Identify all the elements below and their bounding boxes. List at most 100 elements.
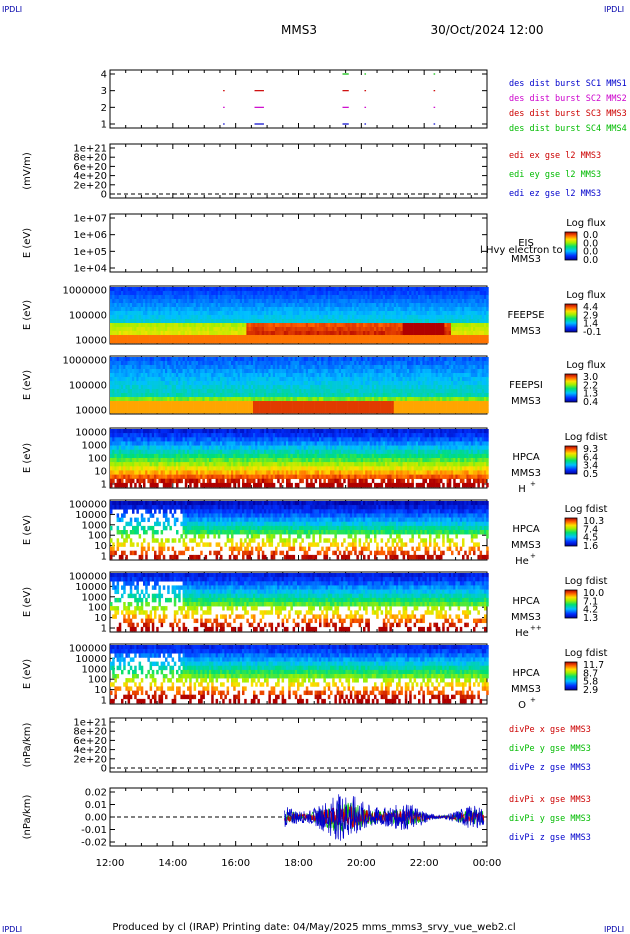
heatmap-cell <box>266 369 269 374</box>
heatmap-cell <box>211 377 214 382</box>
heatmap-cell <box>360 409 364 414</box>
heatmap-cell <box>378 409 381 414</box>
heatmap-cell <box>209 307 212 312</box>
heatmap-cell <box>151 365 155 370</box>
heatmap-cell <box>479 287 483 292</box>
heatmap-cell <box>336 393 340 398</box>
heatmap-cell <box>385 323 388 328</box>
heatmap-cell <box>189 331 192 336</box>
heatmap-cell <box>303 369 307 374</box>
heatmap-cell <box>283 307 287 312</box>
heatmap-cell <box>121 365 124 370</box>
heatmap-cell <box>349 369 353 374</box>
heatmap-cell <box>402 377 406 382</box>
heatmap-cell <box>160 397 164 402</box>
heatmap-cell <box>224 385 227 390</box>
heatmap-cell <box>268 311 271 316</box>
heatmap-cell <box>147 303 150 308</box>
heatmap-cell <box>453 291 456 296</box>
heatmap-cell <box>182 381 186 386</box>
heatmap-cell <box>255 303 258 308</box>
heatmap-cell <box>473 287 476 292</box>
heatmap-cell <box>356 323 359 328</box>
heatmap-cell <box>312 323 315 328</box>
heatmap-cell <box>169 303 172 308</box>
heatmap-cell <box>437 405 441 410</box>
heatmap-cell <box>202 385 205 390</box>
heatmap-cell <box>121 357 124 362</box>
heatmap-cell <box>321 299 324 304</box>
heatmap-cell <box>215 323 219 328</box>
heatmap-cell <box>411 303 414 308</box>
heatmap-cell <box>336 389 340 394</box>
heatmap-cell <box>418 335 421 340</box>
heatmap-cell <box>118 397 122 402</box>
heatmap-cell <box>404 401 408 406</box>
heatmap-cell <box>446 397 450 402</box>
heatmap-cell <box>323 393 326 398</box>
heatmap-cell <box>385 389 388 394</box>
heatmap-cell <box>160 405 164 410</box>
heatmap-cell <box>308 339 311 344</box>
heatmap-cell <box>112 327 115 332</box>
heatmap-cell <box>422 311 425 316</box>
heatmap-cell <box>451 393 454 398</box>
heatmap-cell <box>389 327 392 332</box>
heatmap-cell <box>352 319 355 324</box>
heatmap-cell <box>250 331 254 336</box>
heatmap-cell <box>389 389 392 394</box>
heatmap-cell <box>374 389 377 394</box>
heatmap-cell <box>264 339 267 344</box>
heatmap-cell <box>123 389 126 394</box>
heatmap-cell <box>220 373 223 378</box>
heatmap-cell <box>257 307 260 312</box>
heatmap-cell <box>235 335 238 340</box>
heatmap-cell <box>288 339 291 344</box>
heatmap-cell <box>301 389 304 394</box>
heatmap-cell <box>242 331 245 336</box>
heatmap-cell <box>354 339 357 344</box>
heatmap-cell <box>132 381 135 386</box>
heatmap-cell <box>288 307 291 312</box>
heatmap-cell <box>151 409 155 414</box>
heatmap-cell <box>129 401 133 406</box>
heatmap-cell <box>129 373 133 378</box>
heatmap-cell <box>129 409 133 414</box>
heatmap-cell <box>376 323 379 328</box>
heatmap-cell <box>369 369 373 374</box>
heatmap-cell <box>464 331 467 336</box>
heatmap-cell <box>244 373 247 378</box>
heatmap-cell <box>242 385 245 390</box>
heatmap-cell <box>270 299 274 304</box>
heatmap-cell <box>268 385 271 390</box>
heatmap-cell <box>275 287 278 292</box>
heatmap-cell <box>308 365 311 370</box>
heatmap-cell <box>459 303 463 308</box>
heatmap-cell <box>433 369 436 374</box>
heatmap-cell <box>244 393 247 398</box>
heatmap-cell <box>294 369 298 374</box>
heatmap-cell <box>217 295 221 300</box>
heatmap-cell <box>376 369 379 374</box>
heatmap-cell <box>288 357 291 362</box>
heatmap-cell <box>316 295 320 300</box>
heatmap-cell <box>411 381 414 386</box>
heatmap-cell <box>484 287 487 292</box>
heatmap-cell <box>180 303 183 308</box>
heatmap-cell <box>242 389 245 394</box>
heatmap-cell <box>132 373 135 378</box>
heatmap-cell <box>250 335 254 340</box>
heatmap-cell <box>338 319 342 324</box>
heatmap-cell <box>261 397 265 402</box>
heatmap-cell <box>138 291 142 296</box>
heatmap-cell <box>255 377 258 382</box>
heatmap-cell <box>431 365 434 370</box>
heatmap-cell <box>156 291 159 296</box>
heatmap-cell <box>446 377 450 382</box>
heatmap-cell <box>444 369 447 374</box>
heatmap-cell <box>457 307 461 312</box>
heatmap-cell <box>305 405 309 410</box>
heatmap-cell <box>358 373 362 378</box>
heatmap-cell <box>347 405 351 410</box>
heatmap-cell <box>151 405 155 410</box>
